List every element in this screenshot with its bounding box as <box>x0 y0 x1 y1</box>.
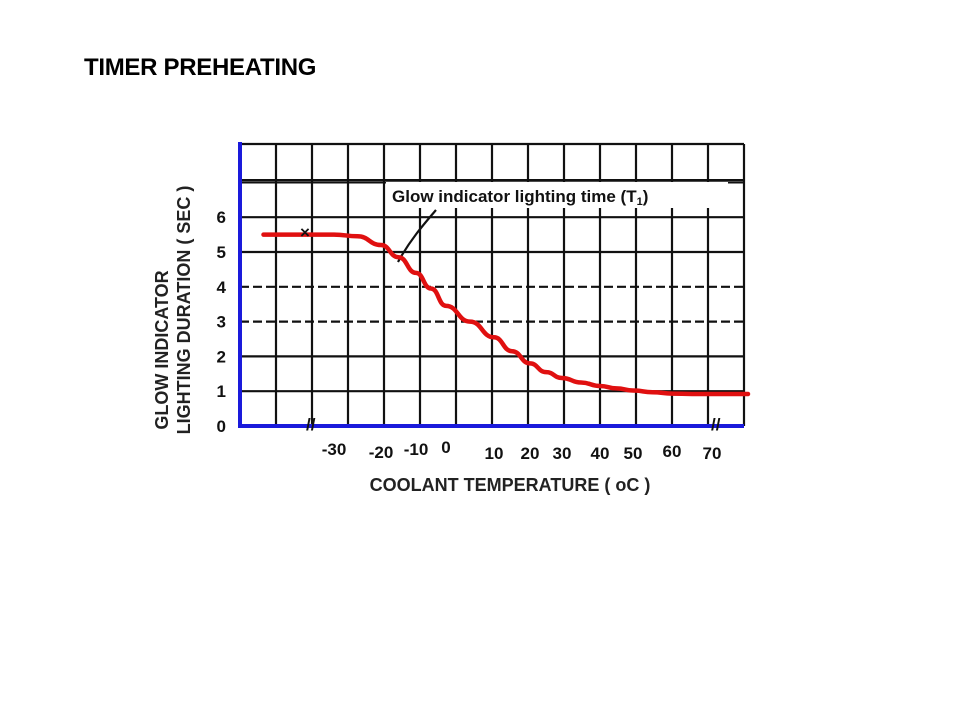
x-tick-label: 40 <box>591 444 610 463</box>
y-tick-label: 6 <box>217 208 226 227</box>
page-title: TIMER PREHEATING <box>84 54 317 81</box>
y-tick-label: 3 <box>217 313 226 332</box>
x-tick-label: 10 <box>485 444 504 463</box>
x-axis-title: COOLANT TEMPERATURE ( oC ) <box>370 475 651 495</box>
axis-break-mark: // <box>711 415 721 434</box>
y-axis-title-line2: LIGHTING DURATION ( SEC ) <box>174 186 194 435</box>
x-tick-label: 30 <box>553 444 572 463</box>
x-tick-label: -30 <box>322 440 347 459</box>
curve-marker: × <box>300 223 310 242</box>
x-tick-label: 20 <box>521 444 540 463</box>
annotation-label: Glow indicator lighting time (T1) <box>392 187 648 208</box>
y-tick-label: 1 <box>217 382 226 401</box>
y-tick-label: 0 <box>217 417 226 436</box>
x-tick-label: 70 <box>703 444 722 463</box>
y-tick-label: 4 <box>217 278 227 297</box>
x-tick-label: -10 <box>404 440 429 459</box>
annotation-bg <box>386 182 728 208</box>
x-tick-label: 0 <box>441 438 450 457</box>
series-line-glow-time <box>261 232 751 397</box>
y-tick-label: 2 <box>217 347 226 366</box>
x-tick-label: 50 <box>624 444 643 463</box>
y-axis-title-line1: GLOW INDICATOR <box>152 270 172 429</box>
axis-break-mark: // <box>306 415 316 434</box>
y-tick-label: 5 <box>217 243 226 262</box>
x-tick-label: 60 <box>663 442 682 461</box>
x-tick-label: -20 <box>369 443 394 462</box>
